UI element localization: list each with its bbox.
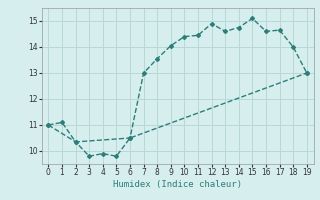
X-axis label: Humidex (Indice chaleur): Humidex (Indice chaleur) xyxy=(113,180,242,189)
